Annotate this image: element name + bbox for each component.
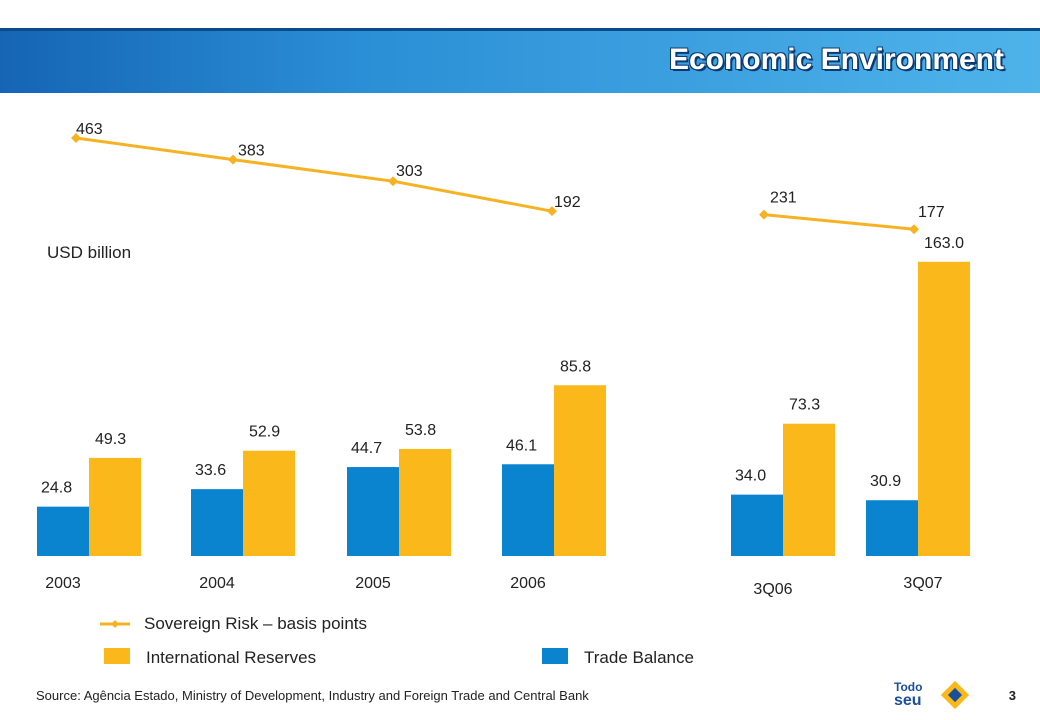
- trade-balance-label: 30.9: [870, 473, 901, 490]
- reserves-bar: [399, 448, 451, 556]
- category-label: 2006: [510, 575, 546, 592]
- trade-balance-label: 24.8: [41, 480, 72, 497]
- reserves-label: 85.8: [560, 358, 591, 375]
- category-label: 3Q06: [753, 581, 792, 598]
- unit-label: USD billion: [47, 243, 131, 262]
- trade-balance-bar: [191, 489, 243, 556]
- category-label: 3Q07: [903, 575, 942, 592]
- trade-balance-label: 46.1: [506, 437, 537, 454]
- trade-balance-bar: [37, 506, 89, 556]
- economic-chart: USD billion 24.8 49.3 2003 33.6 52.9 2004 44.7…: [37, 121, 970, 598]
- page-number: 3: [1008, 688, 1016, 703]
- sovereign-risk-point: [388, 176, 398, 187]
- legend-reserves-label: International Reserves: [146, 648, 317, 667]
- category-label: 2003: [45, 575, 81, 592]
- page-title: Economic Environment: [668, 43, 1004, 76]
- reserves-bar: [783, 423, 835, 556]
- reserves-label: 52.9: [249, 424, 280, 441]
- reserves-label: 53.8: [405, 422, 436, 439]
- sovereign-risk-line: [763, 213, 915, 231]
- logo-word-seu: seu: [894, 692, 922, 709]
- title-bar: Economic Environment: [0, 28, 1040, 93]
- trade-balance-label: 44.7: [351, 440, 382, 457]
- legend-trade-swatch: [542, 648, 568, 664]
- trade-balance-bar: [866, 500, 918, 556]
- sovereign-risk-point: [228, 154, 238, 165]
- sovereign-risk-label: 192: [554, 194, 581, 211]
- sovereign-risk-point: [547, 206, 557, 217]
- reserves-label: 73.3: [789, 397, 820, 414]
- reserves-bar: [243, 450, 295, 556]
- trade-balance-bar: [731, 494, 783, 556]
- legend-sovereign-label: Sovereign Risk – basis points: [144, 614, 368, 633]
- reserves-bar: [554, 385, 606, 556]
- reserves-label: 49.3: [95, 431, 126, 448]
- category-label: 2004: [199, 575, 235, 592]
- source-note: Source: Agência Estado, Ministry of Deve…: [36, 688, 589, 703]
- logo-word-todo: Todo: [894, 680, 923, 694]
- category-label: 2005: [355, 575, 391, 592]
- sovereign-risk-label: 383: [238, 143, 265, 160]
- logo-mark: [940, 680, 970, 710]
- sovereign-risk-label: 303: [396, 163, 423, 180]
- legend-trade-label: Trade Balance: [584, 648, 694, 667]
- sovereign-risk-line: [75, 136, 553, 213]
- trade-balance-bar: [502, 464, 554, 556]
- legend-reserves-swatch: [104, 648, 130, 664]
- reserves-bar: [89, 457, 141, 556]
- reserves-label: 163.0: [924, 235, 964, 252]
- legend-sovereign-swatch: [100, 620, 130, 628]
- sovereign-risk-label: 177: [918, 204, 945, 221]
- reserves-bar: [918, 261, 970, 556]
- sovereign-risk-point: [759, 209, 769, 220]
- sovereign-risk-point: [71, 133, 81, 143]
- trade-balance-label: 33.6: [195, 462, 226, 479]
- trade-balance-label: 34.0: [735, 468, 766, 485]
- trade-balance-bar: [347, 467, 399, 556]
- sovereign-risk-label: 463: [76, 121, 103, 138]
- bank-logo: Todo seu: [892, 678, 984, 714]
- sovereign-risk-label: 231: [770, 190, 797, 207]
- sovereign-risk-point: [909, 224, 919, 235]
